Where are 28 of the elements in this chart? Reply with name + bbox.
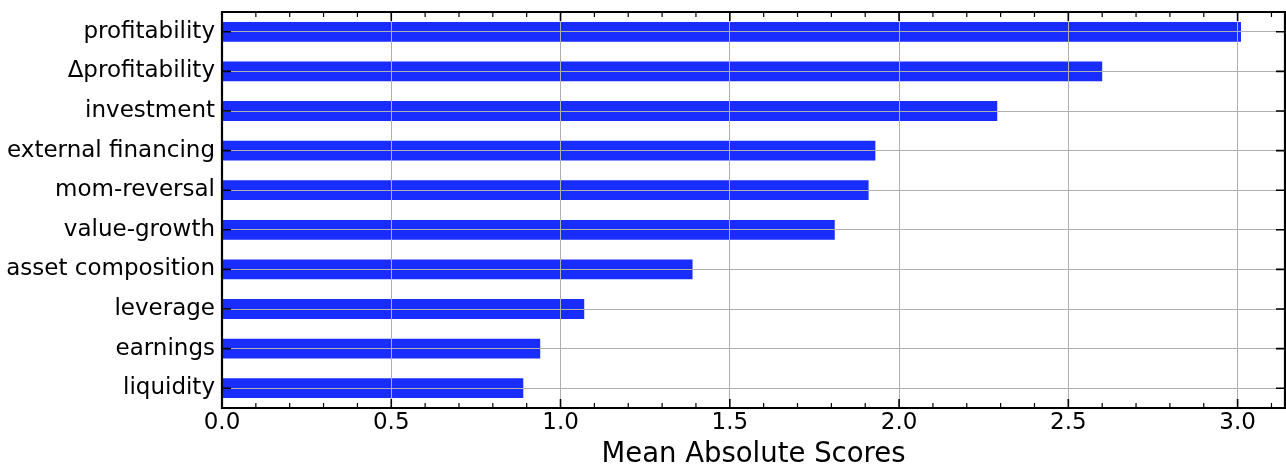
y-tick-label: mom-reversal	[55, 175, 215, 202]
bar	[222, 259, 693, 280]
bar	[222, 140, 876, 161]
y-tick-label: earnings	[115, 333, 215, 360]
x-axis-title: Mean Absolute Scores	[601, 435, 906, 467]
y-tick-label: external financing	[7, 135, 215, 162]
bar	[222, 219, 835, 240]
bar	[222, 299, 585, 319]
bar	[222, 338, 541, 359]
bar	[222, 21, 1241, 42]
x-tick-label: 2.0	[880, 407, 918, 434]
x-tick-label: 1.5	[711, 407, 749, 434]
y-tick-label: value-growth	[63, 214, 215, 241]
y-tick-label: investment	[85, 95, 215, 122]
bar	[222, 61, 1103, 82]
bar	[222, 378, 524, 399]
x-tick-label: 3.0	[1219, 407, 1256, 434]
y-tick-label: liquidity	[123, 373, 215, 400]
x-tick-label: 0.5	[372, 407, 410, 434]
x-tick-label: 2.5	[1050, 407, 1087, 434]
y-tick-label: asset composition	[6, 254, 215, 281]
bar	[222, 180, 869, 201]
y-tick-label: leverage	[114, 293, 215, 320]
x-tick-label: 0.0	[203, 407, 241, 434]
bar	[222, 101, 998, 121]
y-tick-label: Δprofitability	[67, 56, 215, 83]
y-tick-label: profitability	[83, 16, 215, 43]
x-tick-label: 1.0	[542, 407, 579, 434]
